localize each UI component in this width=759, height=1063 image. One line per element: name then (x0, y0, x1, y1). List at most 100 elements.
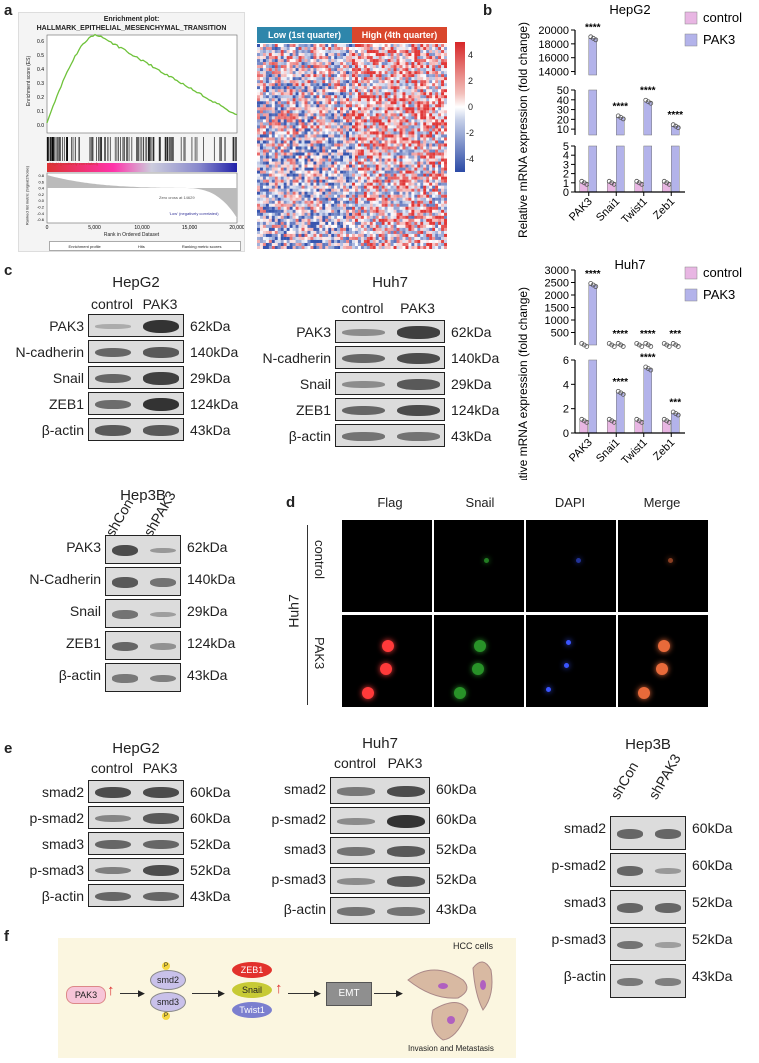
heatmap-cell (334, 209, 338, 213)
heatmap-cell (357, 110, 362, 114)
heatmap-cell (399, 206, 403, 210)
heatmap-cell (432, 98, 436, 102)
heatmap-cell (322, 170, 326, 174)
heatmap-cell (337, 131, 341, 135)
heatmap-cell (378, 113, 382, 117)
heatmap-cell (286, 239, 290, 244)
heatmap-cell (429, 71, 433, 75)
heatmap-cell (295, 44, 299, 48)
bar-ytick: 4 (563, 150, 569, 162)
heatmap-cell (301, 242, 305, 247)
heatmap-cell (360, 59, 364, 63)
heatmap-cell (277, 47, 281, 51)
heatmap-cell (352, 209, 356, 213)
heatmap-cell (304, 98, 308, 102)
bar-xtick: Zeb1 (651, 196, 677, 222)
heatmap-cell (304, 113, 308, 117)
heatmap-cell (429, 98, 433, 102)
heatmap-cell (346, 188, 350, 192)
heatmap-cell (435, 137, 439, 141)
heatmap-cell (375, 227, 379, 232)
heatmap-cell (280, 98, 284, 102)
heatmap-cell (328, 107, 332, 111)
heatmap-cell (378, 86, 382, 90)
heatmap-cell (393, 110, 397, 114)
heatmap-cell (262, 242, 267, 247)
heatmap-cell (271, 158, 275, 162)
heatmap-cell (322, 101, 326, 105)
heatmap-cell (257, 179, 261, 183)
heatmap-cell (319, 107, 323, 111)
heatmap-cell (319, 101, 323, 105)
heatmap-cell (280, 44, 284, 48)
heatmap-cell (310, 149, 314, 153)
heatmap-cell (417, 134, 421, 138)
heatmap-cell (438, 191, 442, 195)
heatmap-cell (265, 188, 269, 192)
heatmap-cell (441, 119, 445, 123)
heatmap-cell (354, 47, 359, 51)
heatmap-cell (352, 182, 356, 186)
heatmap-cell (280, 236, 284, 241)
heatmap-cell (444, 110, 447, 114)
heatmap-cell (313, 158, 317, 162)
heatmap-cell (343, 245, 347, 249)
heatmap-cell (402, 194, 406, 198)
heatmap-cell (319, 149, 323, 153)
heatmap-cell (369, 71, 373, 75)
heatmap-cell (429, 104, 433, 108)
heatmap-cell (295, 230, 299, 235)
heatmap-cell (429, 140, 433, 144)
heatmap-cell (310, 188, 314, 192)
heatmap-cell (390, 110, 394, 114)
heatmap-cell (337, 206, 341, 210)
heatmap-cell (390, 164, 394, 168)
heatmap-cell (408, 155, 412, 159)
heatmap-cell (346, 197, 350, 201)
heatmap-cell (331, 128, 335, 132)
heatmap-cell (292, 56, 296, 60)
heatmap-cell (375, 176, 379, 180)
heatmap-cell (316, 155, 320, 159)
heatmap-cell (343, 146, 347, 150)
heatmap-cell (307, 116, 311, 120)
heatmap-cell (378, 224, 382, 228)
kda-label: 52kDa (190, 836, 231, 852)
heatmap-cell (420, 206, 424, 210)
heatmap-cell (429, 239, 433, 244)
blot-row (105, 535, 181, 564)
heatmap-cell (369, 236, 373, 241)
heatmap-cell (423, 110, 427, 114)
heatmap-cell (346, 224, 350, 228)
heatmap-cell (354, 119, 359, 123)
band (617, 940, 643, 950)
heatmap-cell (384, 215, 388, 219)
heatmap-cell (363, 230, 367, 235)
heatmap-cell (265, 200, 269, 204)
heatmap-cell (259, 92, 264, 96)
heatmap-cell (289, 218, 293, 222)
heatmap-cell (426, 173, 430, 177)
heatmap-cell (283, 233, 287, 238)
bar-dot (661, 178, 667, 184)
heatmap-cell (396, 239, 400, 244)
heatmap-cell (435, 182, 439, 186)
heatmap-cell (277, 104, 281, 108)
heatmap-cell (301, 92, 305, 96)
heatmap-cell (444, 134, 447, 138)
heatmap-cell (411, 80, 415, 84)
heatmap-cell (375, 107, 379, 111)
heatmap-cell (325, 62, 329, 66)
heatmap-cell (366, 245, 370, 249)
heatmap-cell (316, 71, 320, 75)
heatmap-cell (352, 227, 356, 232)
heatmap-cell (265, 134, 269, 138)
heatmap-cell (310, 80, 314, 84)
heatmap-cell (349, 227, 353, 232)
heatmap-cell (307, 53, 311, 57)
heatmap-cell (420, 164, 424, 168)
heatmap-cell (334, 146, 338, 150)
heatmap-cell (438, 80, 442, 84)
heatmap-cell (399, 242, 403, 247)
heatmap-cell (405, 83, 409, 87)
